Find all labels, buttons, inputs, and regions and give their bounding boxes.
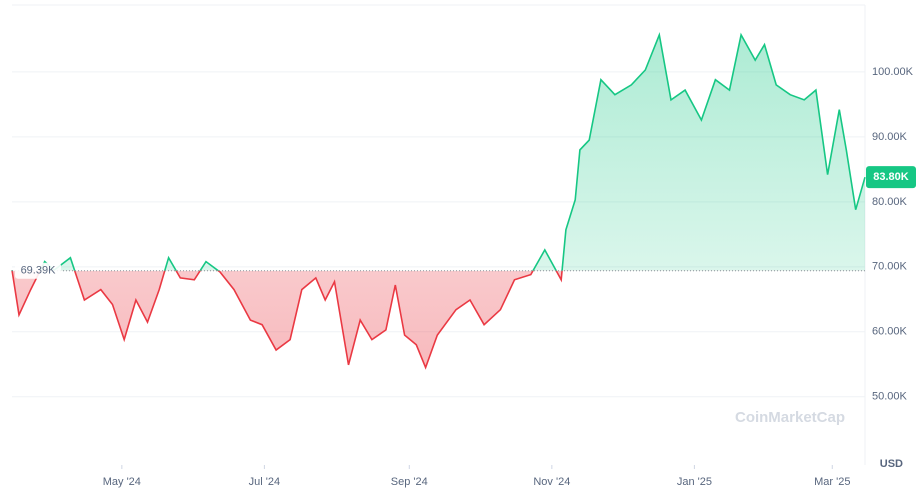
line-down (11, 270, 563, 370)
y-tick-label: 70.00K (872, 261, 908, 273)
x-tick-label: Mar '25 (814, 476, 850, 488)
x-tick-label: Jul '24 (249, 476, 280, 488)
y-tick-label: 90.00K (872, 131, 908, 143)
currency-label: USD (880, 458, 903, 470)
y-tick-label: 60.00K (872, 326, 908, 338)
current-price-label: 83.80K (873, 171, 909, 183)
y-tick-label: 50.00K (872, 391, 908, 403)
y-tick-label: 100.00K (872, 66, 914, 78)
area-down (12, 270, 563, 368)
line-up (11, 32, 866, 271)
x-tick-label: Sep '24 (391, 476, 428, 488)
current-price-badge (866, 166, 916, 189)
area-up (12, 34, 865, 271)
baseline-label-bg (15, 262, 61, 279)
watermark: CoinMarketCap (735, 409, 845, 426)
x-tick-label: May '24 (103, 476, 141, 488)
y-tick-label: 80.00K (872, 196, 908, 208)
baseline-label: 69.39K (21, 265, 57, 277)
x-tick-label: Jan '25 (677, 476, 712, 488)
x-tick-label: Nov '24 (533, 476, 570, 488)
